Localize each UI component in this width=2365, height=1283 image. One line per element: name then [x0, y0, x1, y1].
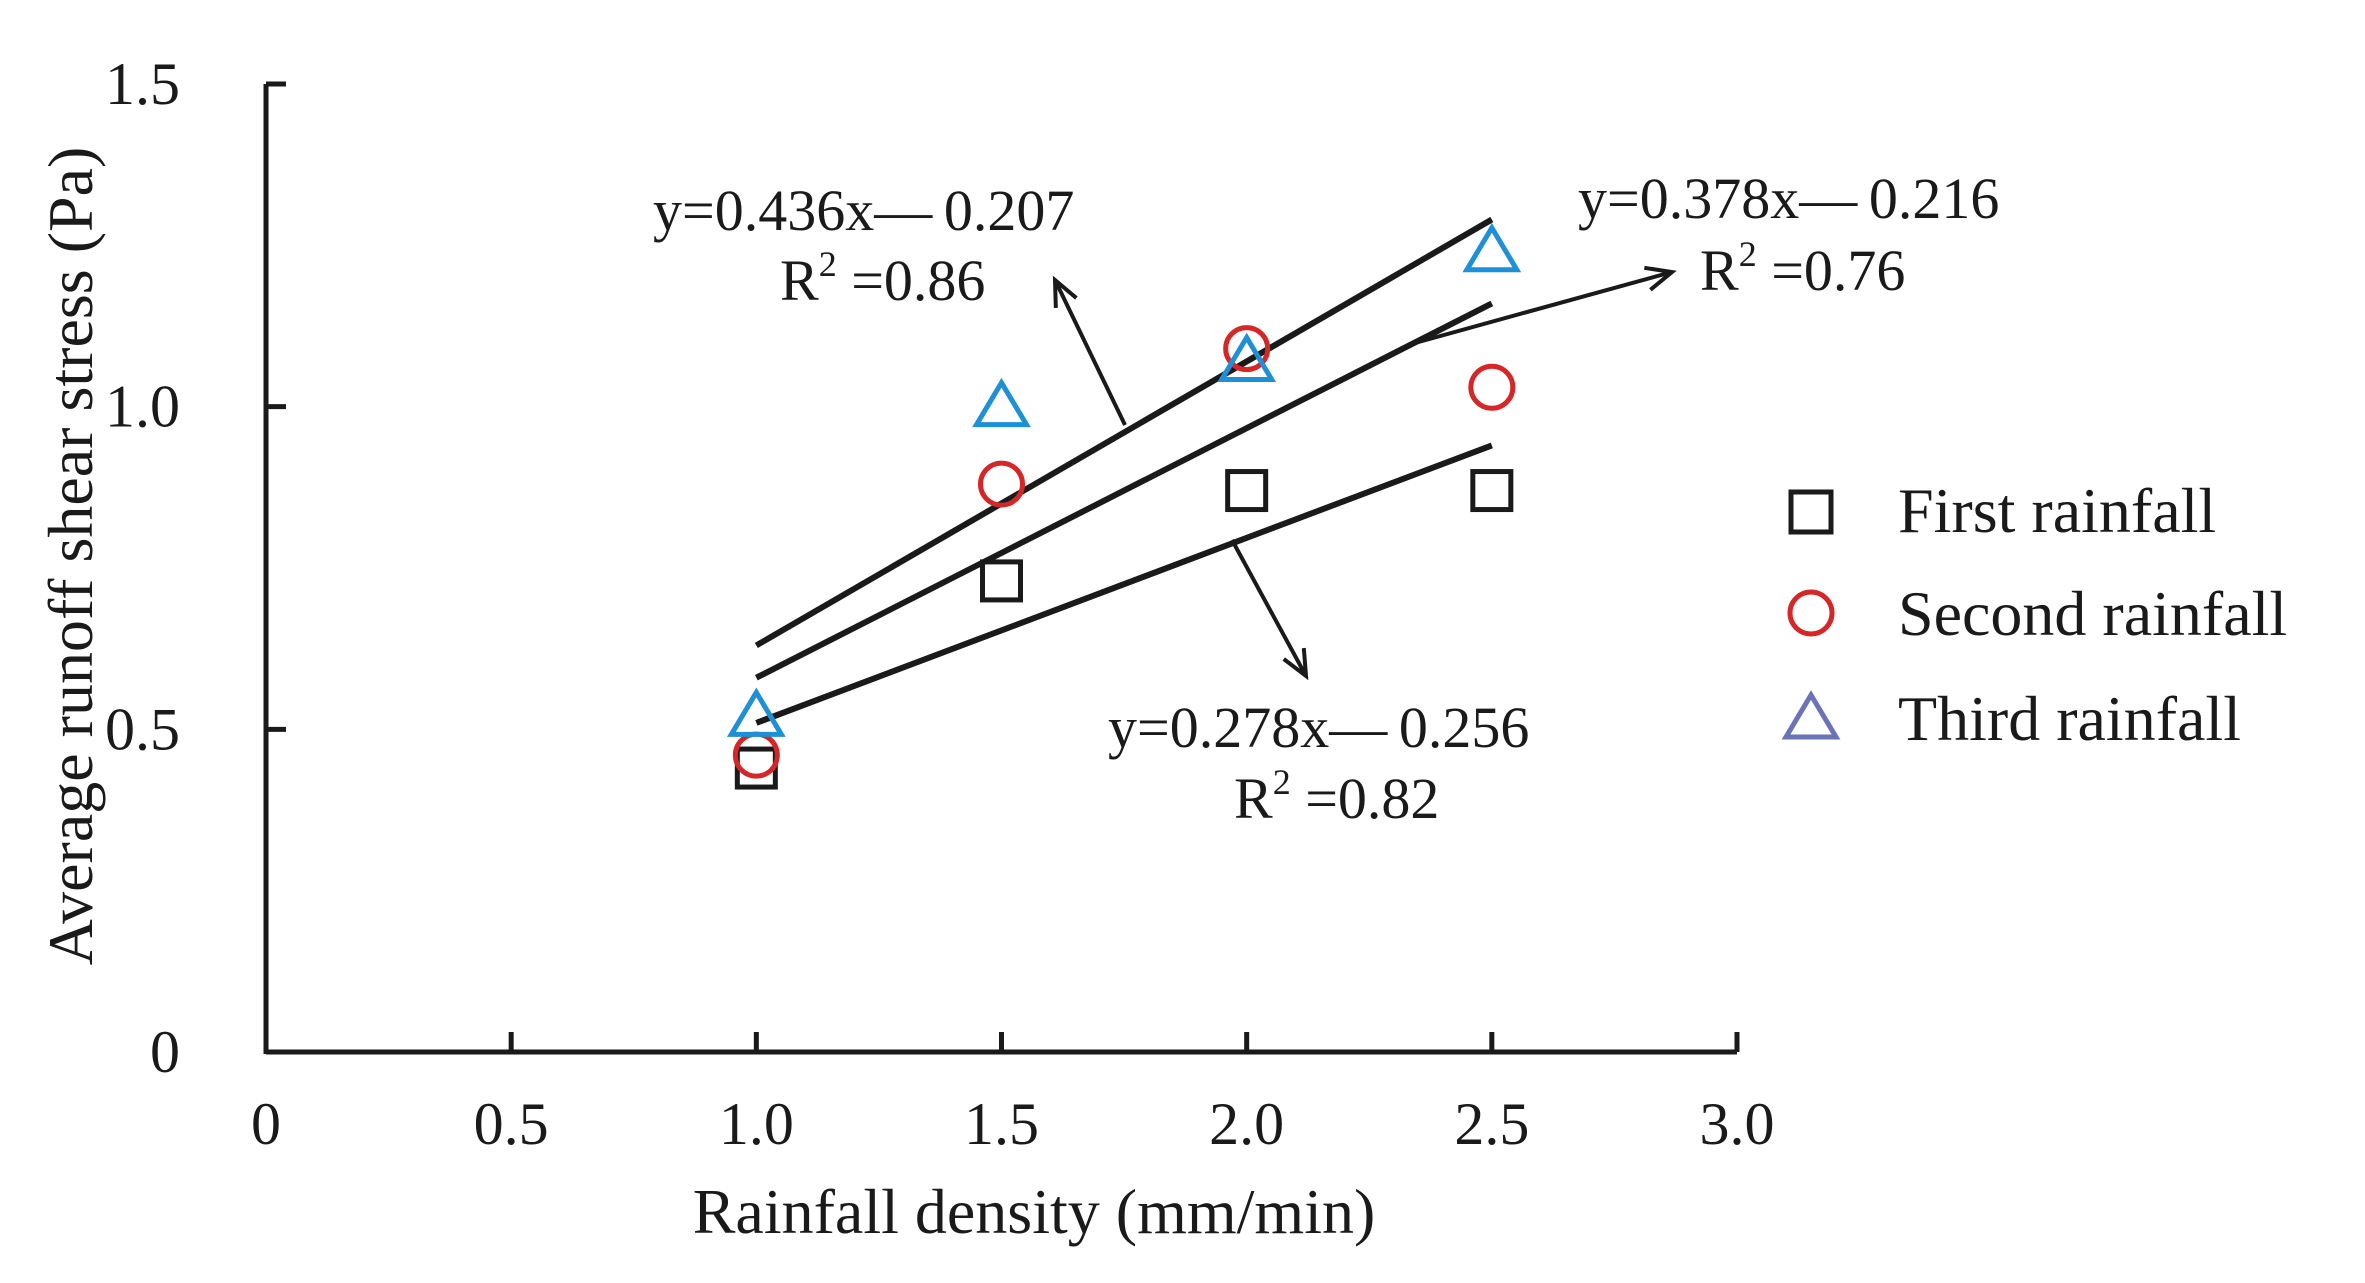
data-point-second-rainfall	[1223, 325, 1271, 373]
triangle-marker-icon	[1781, 690, 1841, 740]
legend-label-third: Third rainfall	[1898, 683, 2241, 754]
x-tick-label: 3.0	[1700, 1091, 1775, 1157]
equation-second-fit: y=0.378x— 0.216	[1578, 166, 1999, 231]
y-tick-label: 0	[150, 1019, 180, 1085]
data-point-second-rainfall	[1468, 363, 1516, 411]
square-marker-icon	[1788, 489, 1834, 535]
y-axis-title: Average runoff shear stress (Pa)	[35, 147, 106, 966]
legend: First rainfall Second rainfall Third rai…	[1781, 475, 2287, 754]
y-tick-label: 1.5	[105, 51, 180, 117]
x-tick-label: 2.5	[1454, 1091, 1529, 1157]
data-point-second-rainfall	[732, 731, 780, 779]
x-tick-label: 1.5	[964, 1091, 1039, 1157]
legend-item-first: First rainfall	[1788, 475, 2216, 546]
r2-first-fit: R2 =0.82	[1234, 762, 1439, 831]
data-point-third-rainfall	[726, 687, 786, 737]
markers	[726, 222, 1522, 790]
data-point-first-rainfall	[1225, 469, 1269, 513]
arrow-third-fit	[1052, 275, 1127, 426]
annotation-third-fit: y=0.436x— 0.207 R2 =0.86	[653, 178, 1074, 313]
arrow-second-fit	[1414, 265, 1677, 345]
data-point-third-rainfall	[972, 377, 1031, 428]
data-point-third-rainfall	[1217, 332, 1277, 382]
data-point-second-rainfall	[978, 460, 1025, 508]
legend-label-second: Second rainfall	[1898, 578, 2287, 649]
fit-lines	[754, 216, 1494, 726]
x-tick-label: 1.0	[719, 1091, 794, 1157]
x-tick-label: 2.0	[1209, 1091, 1284, 1157]
x-tick-label: 0.5	[474, 1091, 549, 1157]
y-tick-label: 0.5	[105, 696, 180, 762]
legend-item-second: Second rainfall	[1787, 578, 2287, 649]
x-tick-label: 0	[251, 1091, 281, 1157]
circle-marker-icon	[1787, 589, 1835, 637]
data-point-first-rainfall	[980, 559, 1023, 603]
r2-second-fit: R2 =0.76	[1700, 234, 1905, 303]
arrowhead-icon	[1644, 265, 1677, 292]
axes: 0 0.5 1.0 1.5 2.0 2.5 3.0 0 0.5 1.0 1.5	[105, 51, 1775, 1157]
equation-first-fit: y=0.278x— 0.256	[1108, 695, 1529, 760]
legend-label-first: First rainfall	[1898, 475, 2216, 546]
r2-third-fit: R2 =0.86	[780, 244, 985, 313]
legend-item-third: Third rainfall	[1781, 683, 2241, 754]
annotation-arrows	[1052, 265, 1677, 681]
x-axis-title: Rainfall density (mm/min)	[693, 1176, 1376, 1247]
arrowhead-icon	[1052, 275, 1078, 309]
data-point-first-rainfall	[1470, 469, 1514, 513]
fit-line-third	[754, 216, 1494, 649]
y-tick-label: 1.0	[105, 374, 180, 440]
annotation-second-fit: y=0.378x— 0.216 R2 =0.76	[1578, 166, 1999, 303]
equation-third-fit: y=0.436x— 0.207	[653, 178, 1074, 243]
data-point-third-rainfall	[1462, 222, 1522, 273]
fit-line-first	[755, 442, 1493, 726]
arrowhead-icon	[1282, 647, 1309, 681]
fit-line-second	[754, 300, 1494, 681]
annotation-first-fit: y=0.278x— 0.256 R2 =0.82	[1108, 695, 1529, 831]
arrow-first-fit	[1230, 539, 1309, 681]
